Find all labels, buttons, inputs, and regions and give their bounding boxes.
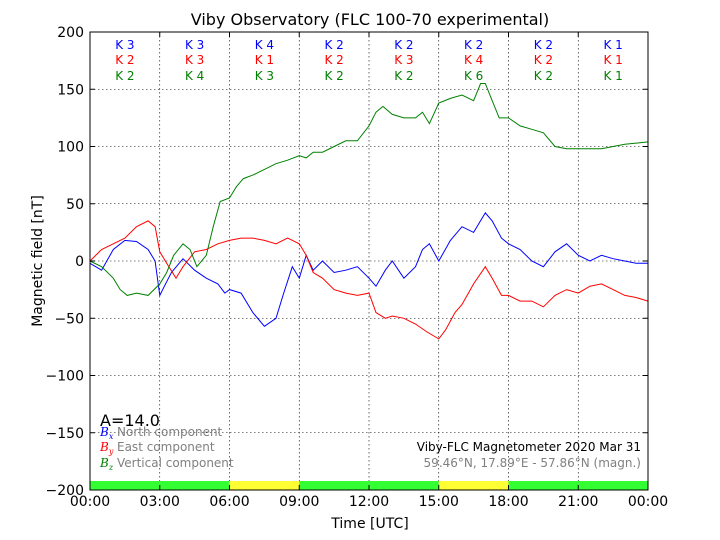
legend-text-east: East component (117, 440, 215, 454)
k-index-vertical: K 2 (534, 69, 553, 83)
x-axis-label: Time [UTC] (330, 516, 408, 532)
k-index-vertical: K 1 (603, 69, 622, 83)
x-tick-label: 21:00 (558, 494, 598, 510)
x-tick-label: 12:00 (349, 494, 389, 510)
k-index-east: K 2 (534, 53, 553, 67)
legend-symbol-north: Bx (99, 425, 114, 441)
axis-ticks: 00:00 03:00 06:00 09:00 12:00 15:00 18:00 21:00… (46, 25, 669, 510)
x-tick-label: 09:00 (279, 494, 319, 510)
k-index-north: K 1 (603, 38, 622, 52)
k-index-east: K 3 (394, 53, 413, 67)
y-tick-label: −150 (46, 426, 84, 442)
y-tick-label: −50 (54, 311, 84, 327)
legend-text-vertical: Vertical component (117, 456, 234, 470)
x-tick-label: 00:00 (70, 494, 110, 510)
y-tick-label: 0 (75, 254, 84, 270)
k-index-east: K 4 (464, 53, 483, 67)
legend-text-north: North component (117, 425, 223, 439)
k-index-north: K 2 (394, 38, 413, 52)
a-index-label: A=14.0 (100, 411, 160, 430)
y-tick-label: 200 (57, 25, 84, 41)
chart-title: Viby Observatory (FLC 100-70 experimenta… (191, 10, 550, 29)
x-tick-label: 18:00 (488, 494, 528, 510)
grid-lines (90, 32, 648, 490)
y-axis-label: Magnetic field [nT] (30, 195, 46, 327)
legend-symbol-vertical: Bz (99, 456, 114, 472)
k-index-east: K 1 (603, 53, 622, 67)
k-index-north: K 2 (534, 38, 553, 52)
k-index-north: K 3 (115, 38, 134, 52)
x-tick-label: 00:00 (628, 494, 668, 510)
legend-entry-east: By East component (99, 440, 215, 456)
k-index-vertical: K 4 (185, 69, 204, 83)
k-index-north: K 2 (324, 38, 343, 52)
y-tick-label: −200 (46, 483, 84, 499)
legend: Bx North component By East component Bz … (99, 425, 234, 472)
k-index-vertical: K 2 (394, 69, 413, 83)
k-index-north: K 3 (185, 38, 204, 52)
k-index-vertical: K 2 (324, 69, 343, 83)
activity-segment (229, 481, 300, 490)
x-tick-label: 03:00 (140, 494, 180, 510)
k-index-north: K 2 (464, 38, 483, 52)
activity-segment (438, 481, 509, 490)
x-tick-label: 15:00 (419, 494, 459, 510)
k-index-east: K 3 (185, 53, 204, 67)
legend-symbol-east: By (99, 440, 114, 456)
k-index-east: K 1 (255, 53, 274, 67)
x-tick-label: 06:00 (209, 494, 249, 510)
y-tick-label: −100 (46, 369, 84, 385)
legend-entry-vertical: Bz Vertical component (99, 456, 234, 472)
y-tick-label: 50 (66, 197, 84, 213)
info-line-2: 59.46°N, 17.89°E - 57.86°N (magn.) (424, 456, 641, 470)
legend-entry-north: Bx North component (99, 425, 223, 441)
series-line-east (89, 220, 649, 340)
series-line-north (89, 212, 648, 327)
k-index-vertical: K 3 (255, 69, 274, 83)
series-lines (89, 83, 649, 340)
y-tick-label: 100 (57, 140, 84, 156)
k-index-north: K 4 (255, 38, 274, 52)
k-index-east: K 2 (324, 53, 343, 67)
series-line-vertical (89, 83, 649, 296)
k-index-east: K 2 (115, 53, 134, 67)
k-index-vertical: K 2 (115, 69, 134, 83)
info-line-1: Viby-FLC Magnetometer 2020 Mar 31 (417, 440, 641, 454)
k-index-vertical: K 6 (464, 69, 483, 83)
y-tick-label: 150 (57, 82, 84, 98)
